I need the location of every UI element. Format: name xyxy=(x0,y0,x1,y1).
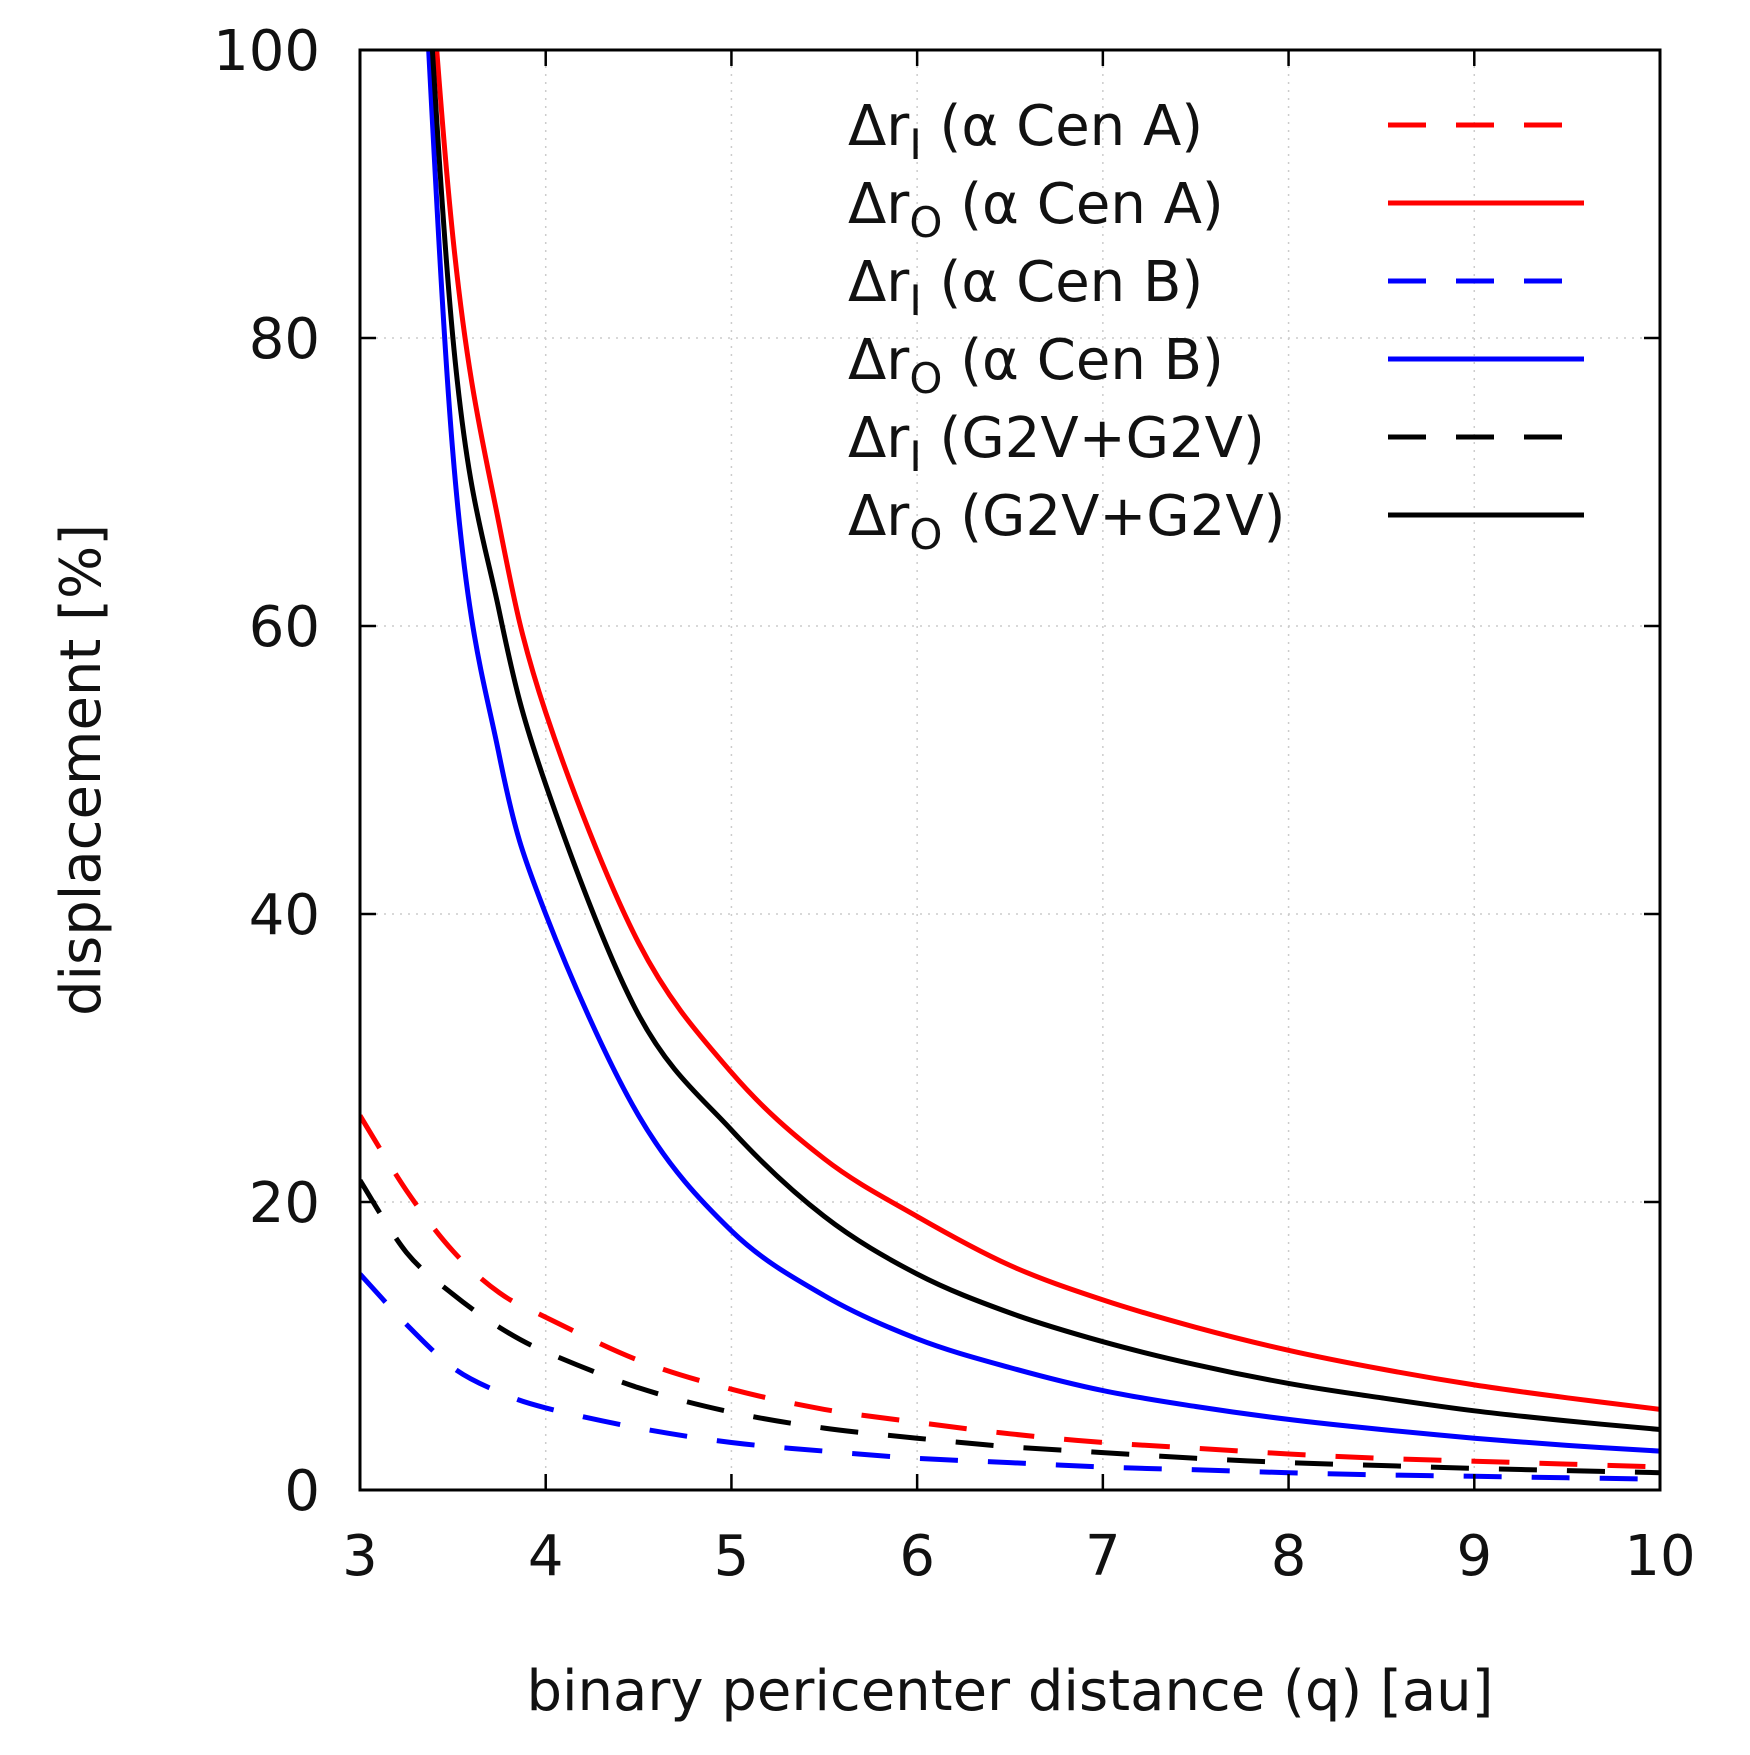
series-line-4 xyxy=(426,50,1660,1454)
y-tick-label: 20 xyxy=(249,1171,320,1236)
legend-label-2: ΔrO (α Cen A) xyxy=(848,172,1224,247)
x-tick-label: 10 xyxy=(1624,1524,1695,1589)
ticks xyxy=(358,48,1662,1492)
x-tick-labels: 3 4 5 6 7 8 9 10 xyxy=(342,1524,1695,1589)
y-axis-title: displacement [%] xyxy=(49,524,114,1016)
x-tick-label: 8 xyxy=(1271,1524,1307,1589)
y-tick-label: 40 xyxy=(249,883,320,948)
plot-frame xyxy=(358,48,1662,1492)
x-tick-label: 9 xyxy=(1456,1524,1492,1589)
y-tick-label: 0 xyxy=(284,1459,320,1524)
series-line-2 xyxy=(434,50,1660,1412)
legend-label-3: ΔrI (α Cen B) xyxy=(848,250,1203,325)
series-layer xyxy=(360,50,1660,1482)
x-tick-label: 6 xyxy=(899,1524,935,1589)
legend-label-4: ΔrO (α Cen B) xyxy=(848,328,1224,403)
x-axis-title: binary pericenter distance (q) [au] xyxy=(526,1659,1493,1724)
series-line-3 xyxy=(360,1272,1660,1482)
y-tick-label: 60 xyxy=(249,595,320,660)
series-line-1 xyxy=(360,1114,1660,1470)
series-line-6 xyxy=(429,50,1660,1432)
legend-label-1: ΔrI (α Cen A) xyxy=(848,94,1203,169)
y-tick-label: 100 xyxy=(213,19,320,84)
legend-label-5: ΔrI (G2V+G2V) xyxy=(848,406,1265,481)
x-tick-label: 5 xyxy=(714,1524,750,1589)
series-line-5 xyxy=(360,1179,1660,1476)
legend: ΔrI (α Cen A)ΔrO (α Cen A)ΔrI (α Cen B)Δ… xyxy=(848,94,1584,559)
grid xyxy=(360,50,1660,1490)
y-tick-labels: 0 20 40 60 80 100 xyxy=(213,19,320,1524)
legend-label-6: ΔrO (G2V+G2V) xyxy=(848,484,1286,559)
x-tick-label: 7 xyxy=(1085,1524,1121,1589)
y-tick-label: 80 xyxy=(249,307,320,372)
x-tick-label: 3 xyxy=(342,1524,378,1589)
x-tick-label: 4 xyxy=(528,1524,564,1589)
